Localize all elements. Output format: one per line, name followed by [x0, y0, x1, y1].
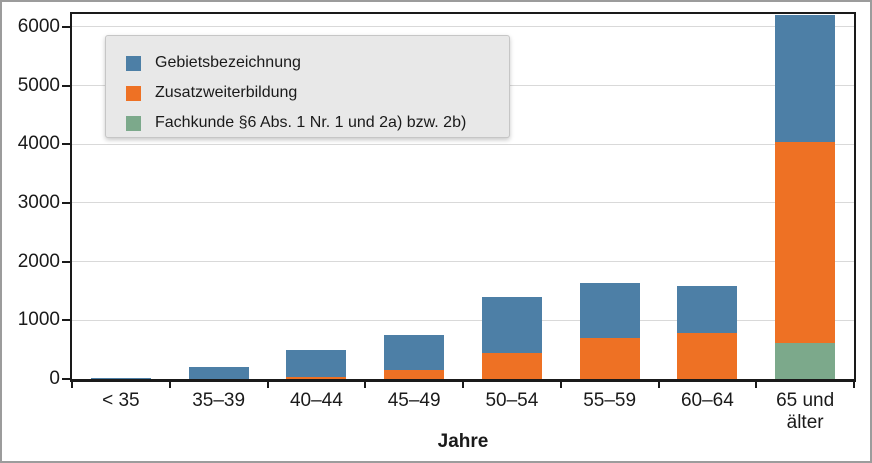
y-tick-mark [62, 260, 71, 263]
grid-line [72, 26, 854, 28]
x-tick-label: 60–64 [680, 390, 734, 411]
legend-label: Zusatzweiterbildung [155, 84, 298, 101]
y-tick-label: 4000 [17, 133, 60, 155]
bar-segment [481, 297, 542, 353]
x-tick-mark [462, 379, 464, 388]
y-tick-mark [62, 201, 71, 204]
bar-segment [286, 377, 347, 379]
x-tick-label: 65 und älter [776, 390, 835, 433]
x-tick-label: 50–54 [485, 390, 539, 411]
grid-line [72, 261, 854, 263]
x-axis-title: Jahre [437, 431, 489, 452]
x-tick-label: 40–44 [289, 390, 343, 411]
legend-swatch [126, 115, 141, 131]
x-tick-mark [168, 379, 171, 388]
bar-segment [677, 332, 738, 379]
bar-segment [384, 335, 445, 371]
grid-line [72, 202, 854, 204]
legend-swatch [126, 55, 141, 71]
bar-segment [579, 337, 640, 379]
legend-label: Gebietsbezeichnung [155, 54, 301, 71]
y-tick-mark [62, 378, 71, 380]
bar-segment [90, 377, 151, 379]
x-tick-mark [364, 379, 367, 388]
chart-legend: Gebietsbezeichnung Zusatzweiterbildung Fac… [105, 35, 510, 138]
x-tick-mark [853, 379, 855, 388]
legend-swatch [126, 85, 141, 101]
bar-segment [579, 282, 640, 338]
y-tick-mark [62, 319, 71, 322]
y-tick-label: 6000 [17, 15, 60, 37]
x-tick-label: 55–59 [583, 390, 637, 411]
plot-area [72, 14, 854, 379]
grid-line [72, 319, 854, 321]
x-tick-label: 35–39 [192, 390, 246, 411]
bar-segment [188, 367, 249, 379]
legend-item: Gebietsbezeichnung [126, 48, 499, 78]
bar-segment [677, 285, 738, 333]
x-tick-mark [559, 379, 562, 388]
bar-segment [481, 352, 542, 379]
y-tick-mark [62, 25, 71, 28]
x-tick-label: 45–49 [387, 390, 441, 411]
y-tick-label: 2000 [17, 250, 60, 272]
x-tick-mark [755, 379, 758, 388]
y-tick-label: 1000 [17, 309, 60, 331]
x-tick-mark [657, 379, 660, 388]
x-tick-label: < 35 [102, 390, 140, 411]
bar-segment [775, 15, 836, 142]
x-tick-mark [266, 379, 269, 388]
bar-segment [775, 141, 836, 343]
legend-item: Zusatzweiterbildung [126, 78, 499, 108]
bars-layer [72, 14, 854, 379]
bar-segment [775, 342, 836, 379]
bar-segment [384, 370, 445, 379]
y-tick-mark [62, 143, 71, 146]
y-tick-label: 0 [49, 368, 60, 389]
grid-line [72, 143, 854, 145]
bar-segment [286, 350, 347, 378]
y-tick-label: 5000 [17, 74, 60, 96]
x-tick-mark [71, 379, 73, 388]
legend-item: Fachkunde §6 Abs. 1 Nr. 1 und 2a) bzw. 2… [126, 108, 499, 138]
y-tick-label: 3000 [17, 191, 60, 213]
y-tick-mark [62, 84, 71, 87]
legend-label: Fachkunde §6 Abs. 1 Nr. 1 und 2a) bzw. 2… [155, 114, 467, 131]
